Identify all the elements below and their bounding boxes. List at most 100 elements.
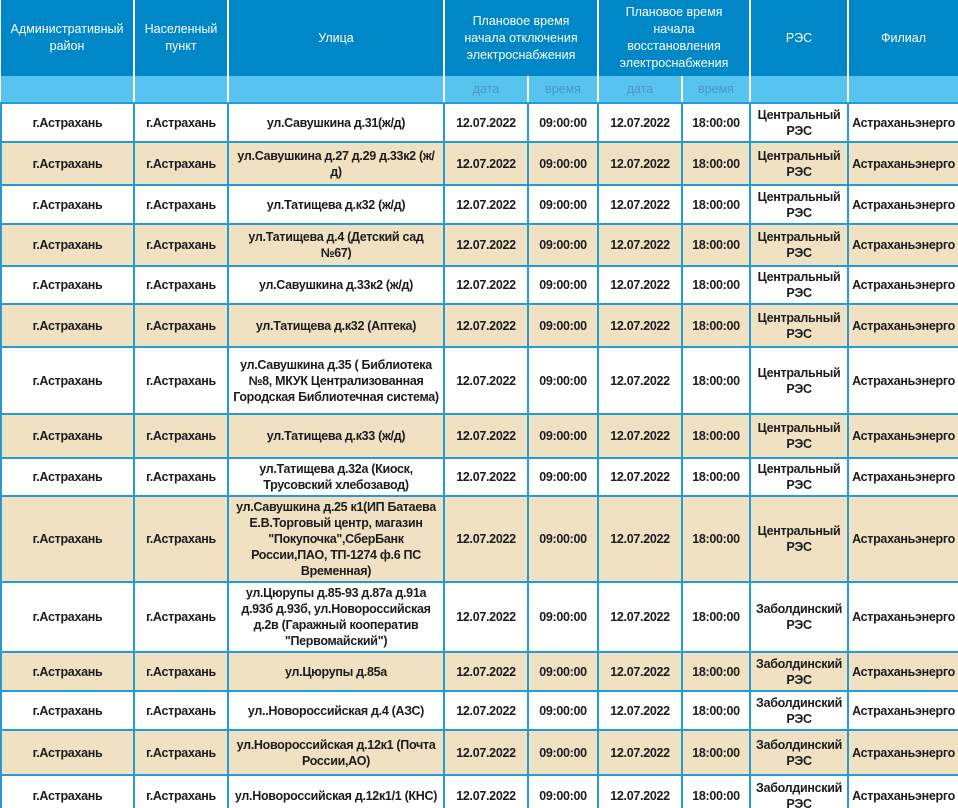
- cell-outage-time: 09:00:00: [526, 303, 600, 348]
- cell-street: ул.Савушкина д.31(ж/д): [227, 102, 445, 143]
- cell-settlement: г.Астрахань: [133, 690, 229, 731]
- cell-branch: Астраханьэнерго: [847, 413, 958, 459]
- cell-branch: Астраханьэнерго: [847, 495, 958, 583]
- table-row: г.Астрахань г.Астрахань ул.Савушкина д.3…: [0, 102, 958, 143]
- cell-district: г.Астрахань: [0, 346, 135, 415]
- cell-res: Заболдинский РЭС: [749, 729, 850, 776]
- cell-restore-date: 12.07.2022: [597, 223, 684, 267]
- cell-outage-time: 09:00:00: [526, 495, 600, 583]
- cell-restore-date: 12.07.2022: [597, 184, 684, 225]
- cell-branch: Астраханьэнерго: [847, 265, 958, 305]
- cell-restore-time: 18:00:00: [681, 690, 752, 731]
- cell-street: ул.Цюрупы д.85-93 д.87а д.91а д.93б д.93…: [227, 581, 445, 653]
- cell-restore-time: 18:00:00: [681, 184, 752, 225]
- cell-restore-date: 12.07.2022: [597, 141, 684, 186]
- cell-branch: Астраханьэнерго: [847, 184, 958, 225]
- cell-res: Заболдинский РЭС: [749, 581, 850, 653]
- cell-outage-time: 09:00:00: [526, 413, 600, 459]
- cell-street: ул.Савушкина д.25 к1(ИП Батаева Е.В.Торг…: [227, 495, 445, 583]
- cell-district: г.Астрахань: [0, 729, 135, 776]
- table-row: г.Астрахань г.Астрахань ул.Татищева д.32…: [0, 457, 958, 497]
- cell-street: ул.Татищева д.32а (Киоск, Трусовский хле…: [227, 457, 445, 497]
- cell-res: Центральный РЭС: [749, 102, 850, 143]
- cell-street: ул.Новороссийская д.12к1 (Почта России,А…: [227, 729, 445, 776]
- cell-outage-time: 09:00:00: [526, 774, 600, 808]
- cell-settlement: г.Астрахань: [133, 303, 229, 348]
- subheader-outage-time: время: [526, 76, 599, 104]
- subheader-empty-branch: [847, 76, 958, 104]
- cell-outage-date: 12.07.2022: [443, 774, 529, 808]
- col-header-branch: Филиал: [847, 0, 958, 76]
- cell-res: Центральный РЭС: [749, 413, 850, 459]
- table-row: г.Астрахань г.Астрахань ул.Татищева д.4 …: [0, 223, 958, 267]
- cell-street: ул.Савушкина д.35 ( Библиотека №8, МКУК …: [227, 346, 445, 415]
- cell-district: г.Астрахань: [0, 457, 135, 497]
- cell-restore-time: 18:00:00: [681, 346, 752, 415]
- cell-outage-date: 12.07.2022: [443, 651, 529, 692]
- cell-settlement: г.Астрахань: [133, 184, 229, 225]
- cell-settlement: г.Астрахань: [133, 729, 229, 776]
- cell-restore-time: 18:00:00: [681, 223, 752, 267]
- table-row: г.Астрахань г.Астрахань ул..Новороссийск…: [0, 690, 958, 731]
- cell-settlement: г.Астрахань: [133, 774, 229, 808]
- cell-res: Центральный РЭС: [749, 457, 850, 497]
- cell-restore-time: 18:00:00: [681, 457, 752, 497]
- cell-res: Заболдинский РЭС: [749, 690, 850, 731]
- cell-district: г.Астрахань: [0, 303, 135, 348]
- cell-outage-time: 09:00:00: [526, 265, 600, 305]
- col-header-res: РЭС: [749, 0, 849, 76]
- table-row: г.Астрахань г.Астрахань ул.Савушкина д.2…: [0, 495, 958, 583]
- cell-restore-time: 18:00:00: [681, 729, 752, 776]
- cell-restore-time: 18:00:00: [681, 495, 752, 583]
- cell-restore-time: 18:00:00: [681, 303, 752, 348]
- table-row: г.Астрахань г.Астрахань ул.Савушкина д.2…: [0, 141, 958, 186]
- subheader-empty-district: [1, 76, 134, 104]
- cell-outage-date: 12.07.2022: [443, 581, 529, 653]
- cell-settlement: г.Астрахань: [133, 265, 229, 305]
- col-header-outage-start: Плановое время начала отключения электро…: [442, 0, 599, 76]
- cell-settlement: г.Астрахань: [133, 141, 229, 186]
- cell-branch: Астраханьэнерго: [847, 303, 958, 348]
- header-row: Административный район Населенный пункт …: [1, 0, 958, 76]
- cell-settlement: г.Астрахань: [133, 495, 229, 583]
- subheader-restore-date: дата: [597, 76, 683, 104]
- cell-restore-time: 18:00:00: [681, 651, 752, 692]
- table-row: г.Астрахань г.Астрахань ул.Цюрупы д.85а …: [0, 651, 958, 692]
- table-row: г.Астрахань г.Астрахань ул.Татищева д.к3…: [0, 303, 958, 348]
- cell-district: г.Астрахань: [0, 223, 135, 267]
- cell-street: ул.Савушкина д.33к2 (ж/д): [227, 265, 445, 305]
- cell-district: г.Астрахань: [0, 413, 135, 459]
- table-row: г.Астрахань г.Астрахань ул.Новороссийска…: [0, 774, 958, 808]
- subheader-row: дата время дата время: [1, 76, 958, 104]
- cell-restore-time: 18:00:00: [681, 141, 752, 186]
- cell-restore-time: 18:00:00: [681, 581, 752, 653]
- cell-outage-date: 12.07.2022: [443, 102, 529, 143]
- cell-outage-time: 09:00:00: [526, 729, 600, 776]
- cell-branch: Астраханьэнерго: [847, 141, 958, 186]
- cell-restore-time: 18:00:00: [681, 774, 752, 808]
- subheader-empty-settlement: [133, 76, 228, 104]
- cell-restore-time: 18:00:00: [681, 413, 752, 459]
- table-row: г.Астрахань г.Астрахань ул.Татищева д.к3…: [0, 184, 958, 225]
- cell-res: Заболдинский РЭС: [749, 774, 850, 808]
- cell-outage-date: 12.07.2022: [443, 457, 529, 497]
- cell-district: г.Астрахань: [0, 690, 135, 731]
- cell-restore-date: 12.07.2022: [597, 774, 684, 808]
- cell-settlement: г.Астрахань: [133, 346, 229, 415]
- cell-branch: Астраханьэнерго: [847, 774, 958, 808]
- cell-district: г.Астрахань: [0, 651, 135, 692]
- cell-branch: Астраханьэнерго: [847, 346, 958, 415]
- table-row: г.Астрахань г.Астрахань ул.Савушкина д.3…: [0, 265, 958, 305]
- col-header-settlement: Населенный пункт: [133, 0, 228, 76]
- cell-district: г.Астрахань: [0, 495, 135, 583]
- cell-outage-time: 09:00:00: [526, 141, 600, 186]
- cell-outage-date: 12.07.2022: [443, 303, 529, 348]
- cell-outage-time: 09:00:00: [526, 346, 600, 415]
- cell-outage-date: 12.07.2022: [443, 690, 529, 731]
- col-header-restore-start: Плановое время начала восстановления эле…: [597, 0, 751, 76]
- cell-outage-time: 09:00:00: [526, 651, 600, 692]
- cell-res: Центральный РЭС: [749, 303, 850, 348]
- cell-restore-date: 12.07.2022: [597, 303, 684, 348]
- cell-res: Центральный РЭС: [749, 223, 850, 267]
